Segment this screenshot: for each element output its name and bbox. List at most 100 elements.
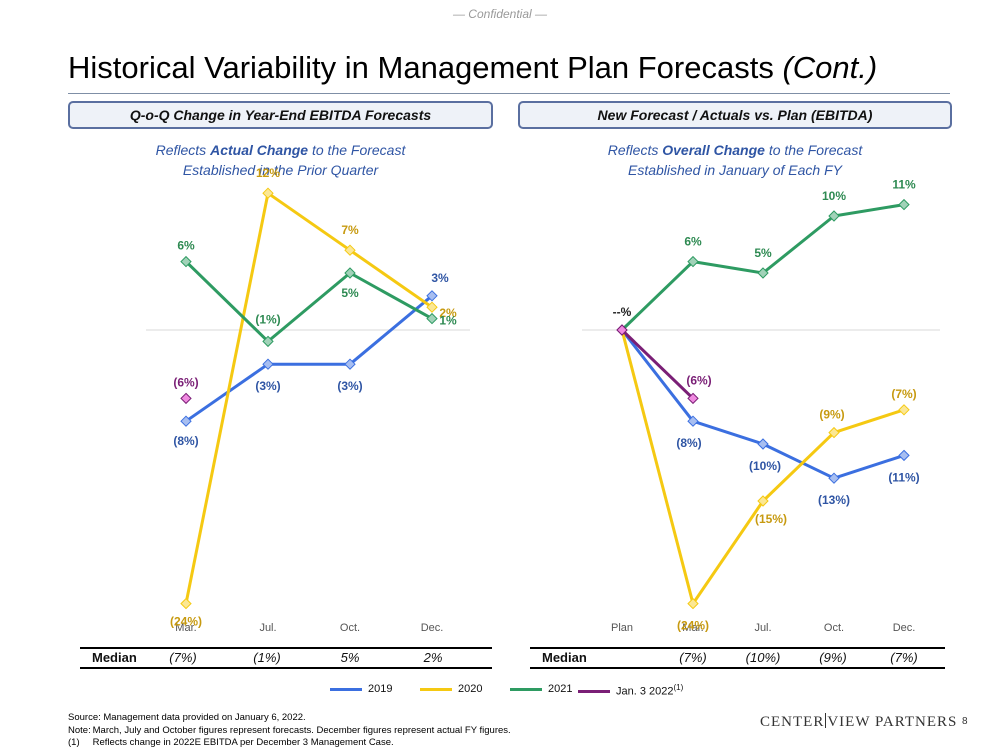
footer-notes: Source: Management data provided on Janu… (68, 712, 511, 750)
right-panel-header: New Forecast / Actuals vs. Plan (EBITDA) (518, 101, 952, 129)
right-series-line-2019 (620, 329, 905, 480)
left-data-label-2020-1: 12% (256, 166, 280, 180)
footer-note: Note: March, July and October figures re… (68, 724, 511, 736)
legend-item-2019: 2019 (330, 683, 392, 695)
right-data-label-2021-2: 5% (754, 246, 772, 260)
right-marker-2021-2 (757, 267, 769, 279)
left-x-tick-mar: Mar. (175, 622, 196, 634)
left-data-label-2020-0: (24%) (170, 615, 202, 629)
left-data-label-2021-1: (1%) (255, 312, 280, 326)
right-data-label-2020-3: (9%) (819, 408, 844, 422)
right-marker-2019-1 (687, 415, 699, 427)
left-series-line-2021 (184, 260, 433, 343)
left-marker-2019-1 (262, 358, 274, 370)
left-marker-2019-0 (180, 415, 192, 427)
right-data-label-2019-2: (10%) (749, 459, 781, 473)
left-marker-2019-2 (344, 358, 356, 370)
left-median-row: Median (7%) (1%) 5% 2% (80, 647, 492, 669)
left-data-label-2019-3: 3% (431, 271, 449, 285)
right-plan-marker (616, 324, 628, 336)
title-divider (68, 93, 950, 94)
right-data-label-2019-4: (11%) (888, 470, 919, 484)
right-x-tick-mar: Mar. (682, 622, 703, 634)
right-data-label-2021-1: 6% (684, 235, 702, 249)
right-data-label-2020-1: (24%) (677, 619, 709, 633)
left-series-line-2020 (184, 191, 433, 604)
left-series-line-2019 (185, 294, 433, 423)
right-marker-2020-2 (757, 495, 769, 507)
left-data-label-2021-3: 1% (439, 314, 457, 328)
right-data-label-jan32022-1: (6%) (686, 373, 711, 387)
left-data-label-2021-2: 5% (341, 286, 359, 300)
legend-item-2020: 2020 (420, 683, 482, 695)
right-panel-subtitle: Reflects Overall Change to the Forecast … (518, 140, 952, 180)
right-marker-2019-3 (828, 472, 840, 484)
left-marker-2020-2 (344, 244, 356, 256)
right-median-oct: (9%) (819, 650, 847, 665)
right-data-label-2020-2: (15%) (755, 512, 787, 526)
right-marker-2021-3 (828, 210, 840, 222)
left-marker-2021-2 (344, 267, 356, 279)
right-x-tick-jul: Jul. (754, 622, 771, 634)
left-median-mar: (7%) (169, 650, 197, 665)
right-marker-2019-2 (757, 438, 769, 450)
right-marker-jan32022-1 (687, 392, 699, 405)
left-data-label-jan32022-0: (6%) (173, 375, 198, 389)
right-marker-2020-3 (828, 426, 840, 439)
right-median-jul: (10%) (745, 650, 781, 665)
right-x-tick-plan: Plan (611, 622, 633, 634)
left-median-jul: (1%) (253, 650, 281, 665)
left-median-dec: 2% (423, 650, 443, 665)
left-marker-2020-0 (180, 597, 192, 610)
confidential-banner: — Confidential — (452, 7, 548, 21)
right-x-tick-oct: Oct. (824, 622, 844, 634)
left-marker-2021-3 (426, 312, 438, 325)
left-data-label-2020-3: 2% (439, 306, 457, 320)
right-subtitle-line1: Reflects Overall Change to the Forecast (607, 142, 863, 158)
left-marker-2019-3 (426, 290, 438, 302)
page-title-suffix: (Cont.) (782, 50, 878, 85)
right-median-row: Median (7%) (10%) (9%) (7%) (530, 647, 945, 669)
footer-footnote-1: (1) Reflects change in 2022E EBITDA per … (68, 737, 394, 748)
right-median-label: Median (542, 650, 587, 665)
company-logo: CENTER VIEW PARTNERS (760, 713, 958, 730)
right-marker-2020-1 (687, 597, 699, 610)
right-x-tick-dec: Dec. (893, 622, 916, 634)
right-series-line-jan32022 (620, 328, 695, 400)
left-marker-2021-1 (262, 335, 274, 348)
left-median-oct: 5% (340, 650, 360, 665)
right-data-label-2021-4: 11% (892, 178, 916, 192)
right-marker-2020-4 (898, 404, 910, 416)
left-data-label-2021-0: 6% (177, 239, 195, 253)
left-data-label-2019-2: (3%) (337, 379, 362, 393)
left-marker-2021-0 (180, 255, 192, 268)
left-panel-subtitle: Reflects Actual Change to the Forecast E… (68, 140, 493, 180)
left-median-label: Median (92, 650, 137, 665)
right-data-label-2020-4: (7%) (891, 387, 916, 401)
right-marker-2019-4 (898, 449, 910, 462)
right-data-label-2019-3: (13%) (818, 493, 850, 507)
left-subtitle-line2: Established in the Prior Quarter (182, 162, 379, 178)
right-plan-label: --% (613, 305, 632, 319)
left-subtitle-line1: Reflects Actual Change to the Forecast (155, 142, 406, 158)
page-number: 8 (962, 716, 968, 727)
left-data-label-2019-1: (3%) (255, 379, 280, 393)
right-data-label-2021-3: 10% (822, 189, 846, 203)
legend-item-jan-2022: Jan. 3 2022(1) (578, 683, 683, 698)
legend-item-2021: 2021 (510, 683, 572, 695)
right-median-dec: (7%) (890, 650, 918, 665)
right-data-label-2019-1: (8%) (676, 436, 701, 450)
right-marker-2021-4 (898, 198, 910, 211)
page-title-text: Historical Variability in Management Pla… (68, 50, 774, 85)
left-marker-jan32022-0 (180, 392, 192, 405)
left-x-tick-oct: Oct. (340, 622, 360, 634)
left-x-tick-jul: Jul. (259, 622, 276, 634)
right-median-mar: (7%) (679, 650, 707, 665)
left-marker-2020-3 (426, 301, 438, 313)
footer-source: Source: Management data provided on Janu… (68, 712, 306, 723)
right-marker-2021-1 (687, 255, 699, 268)
page-title: Historical Variability in Management Pla… (68, 50, 877, 86)
right-subtitle-line2: Established in January of Each FY (627, 162, 842, 178)
left-marker-2020-1 (262, 187, 274, 199)
